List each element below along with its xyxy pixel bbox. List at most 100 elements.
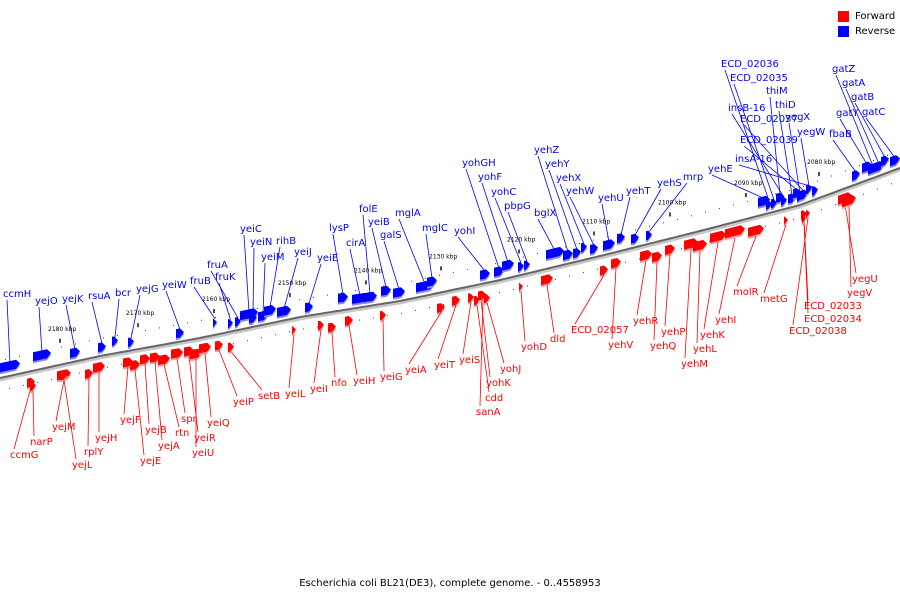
gene-cdd[interactable]: cdd (474, 295, 503, 404)
gene-dld[interactable]: dld (541, 274, 565, 345)
gene-yeiW[interactable]: yeiW (162, 280, 187, 341)
gene-pbpG[interactable]: pbpG (504, 201, 531, 272)
gene-fruB[interactable]: fruB (190, 276, 217, 330)
svg-text:fruK: fruK (215, 272, 236, 283)
svg-text:yeiS: yeiS (459, 355, 480, 366)
svg-text:yohF: yohF (478, 172, 502, 183)
legend-forward-label: Forward (855, 10, 896, 22)
gene-yehY[interactable]: yehY (545, 159, 581, 260)
tick-label: 2110 kbp (582, 218, 610, 225)
gene-yehX[interactable]: yehX (556, 173, 587, 255)
svg-text:yejA: yejA (158, 441, 180, 452)
gene-lysP[interactable]: lysP (329, 223, 349, 305)
gene-bcr[interactable]: bcr (112, 288, 132, 348)
svg-text:pbpG: pbpG (504, 201, 531, 212)
gene-rtn[interactable]: rtn (158, 354, 189, 440)
gene-yeiI[interactable]: yeiI (310, 320, 328, 395)
gene-narP[interactable]: narP (30, 381, 53, 448)
gene-yehP[interactable]: yehP (661, 244, 685, 339)
gene-mglC[interactable]: mglC (422, 223, 448, 289)
svg-text:yeiC: yeiC (240, 224, 262, 235)
gene-molR[interactable]: molR (733, 224, 764, 298)
gene-yeiT[interactable]: yeiT (434, 295, 460, 371)
gene-rsuA[interactable]: rsuA (88, 291, 111, 355)
gene-yejO[interactable]: yejO (33, 296, 58, 364)
gene-yegV[interactable]: yegV (842, 194, 872, 299)
svg-text:ECD_02036: ECD_02036 (721, 59, 779, 70)
gene-yehU[interactable]: yehU (598, 193, 624, 253)
svg-text:nfo: nfo (331, 378, 347, 389)
gene-ccmG[interactable]: ccmG (10, 377, 39, 461)
gene-yeiJ[interactable]: yeiJ (277, 247, 312, 319)
gene-mrp[interactable]: mrp (646, 172, 703, 243)
gene-yehR[interactable]: yehR (633, 250, 658, 327)
gene-yohI[interactable]: yohI (454, 226, 490, 282)
gene-yeiE[interactable]: yeiE (305, 253, 338, 315)
gene-yeiB[interactable]: yeiB (368, 217, 391, 298)
gene-yegW[interactable]: yegW (797, 127, 825, 197)
gene-yeiL[interactable]: yeiL (285, 325, 306, 400)
gene-yejB[interactable]: yejB (140, 354, 167, 436)
gene-folE[interactable]: folE (359, 204, 378, 305)
gene-gatB[interactable]: gatB (851, 92, 889, 169)
gene-metG[interactable]: metG (760, 216, 788, 305)
gene-fruA[interactable]: fruA (207, 260, 241, 329)
gene-ECD_02057[interactable]: ECD_02057 (571, 265, 629, 337)
gene-yehV[interactable]: yehV (608, 258, 633, 351)
svg-text:metG: metG (760, 294, 788, 305)
gene-yejK[interactable]: yejK (62, 294, 84, 360)
gene-yehW[interactable]: yehW (566, 186, 598, 256)
svg-text:yejF: yejF (120, 415, 141, 426)
svg-text:yeiB: yeiB (368, 217, 390, 228)
gene-yehZ[interactable]: yehZ (534, 145, 573, 263)
gene-yeiA[interactable]: yeiA (405, 303, 445, 376)
gene-yehK[interactable]: yehK (700, 230, 726, 341)
gene-galS[interactable]: galS (380, 230, 405, 300)
gene-bglX[interactable]: bglX (534, 208, 564, 262)
gene-ECD_02035[interactable]: ECD_02035 (730, 73, 788, 211)
gene-nfo[interactable]: nfo (328, 322, 347, 389)
gene-yeiH[interactable]: yeiH (345, 316, 375, 387)
gene-yejA[interactable]: yejA (150, 352, 180, 453)
gene-ECD_02038[interactable]: ECD_02038 (789, 209, 847, 338)
tick-label: 2090 kbp (734, 180, 762, 187)
gene-rihB[interactable]: rihB (264, 236, 296, 318)
gene-gatY[interactable]: gatY (836, 108, 872, 175)
gene-rplY[interactable]: rplY (84, 369, 104, 458)
svg-text:yejB: yejB (145, 425, 167, 436)
gene-yejL[interactable]: yejL (60, 370, 93, 472)
gene-yohC[interactable]: yohC (491, 187, 524, 274)
gene-ECD_02034[interactable]: ECD_02034 (802, 215, 862, 325)
gene-yehI[interactable]: yehI (715, 225, 745, 326)
svg-text:ECD_02033: ECD_02033 (804, 301, 862, 312)
gene-yejE[interactable]: yejE (130, 360, 161, 467)
gene-yohD[interactable]: yohD (519, 282, 547, 354)
gene-yehS[interactable]: yehS (631, 178, 682, 246)
gene-yeiQ[interactable]: yeiQ (199, 342, 230, 429)
gene-insA-16[interactable]: insA-16 (735, 154, 818, 198)
tick-label: 2100 kbp (658, 200, 686, 207)
gene-gatC[interactable]: gatC (862, 107, 900, 169)
gene-yeiP[interactable]: yeiP (215, 340, 254, 408)
gene-yehQ[interactable]: yehQ (650, 251, 676, 352)
gene-ccmH[interactable]: ccmH (0, 289, 31, 375)
gene-spr[interactable]: spr (171, 348, 198, 425)
gene-yohF[interactable]: yohF (478, 172, 514, 273)
gene-yehT[interactable]: yehT (617, 186, 651, 246)
gene-yejH[interactable]: yejH (93, 362, 117, 444)
svg-text:yeiH: yeiH (353, 376, 375, 387)
gene-ECD_02036[interactable]: ECD_02036 (721, 59, 779, 212)
gene-yeiS[interactable]: yeiS (459, 293, 480, 366)
gene-fbaB[interactable]: fbaB (829, 129, 860, 183)
gene-setB[interactable]: setB (228, 342, 280, 402)
gene-yohJ[interactable]: yohJ (484, 293, 521, 375)
svg-text:yegX: yegX (785, 112, 810, 123)
gene-yejG[interactable]: yejG (128, 284, 159, 349)
gene-yohGH[interactable]: yohGH (462, 158, 504, 279)
gene-yehL[interactable]: yehL (693, 239, 717, 355)
gene-fruK[interactable]: fruK (215, 272, 236, 331)
gene-insB-16[interactable]: insB-16 (728, 103, 787, 208)
svg-text:yegU: yegU (852, 274, 878, 285)
gene-yeiN[interactable]: yeiN (249, 237, 272, 326)
gene-yeiG[interactable]: yeiG (380, 310, 403, 383)
